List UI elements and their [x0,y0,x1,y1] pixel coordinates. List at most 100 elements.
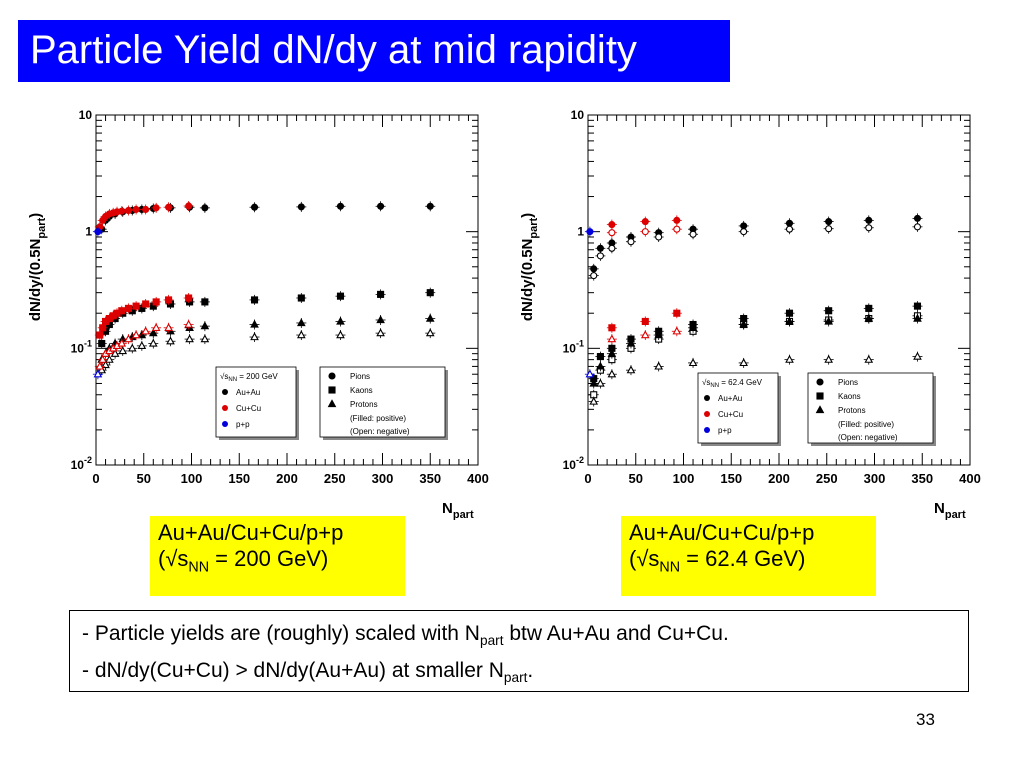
x-tick-label: 300 [864,471,886,486]
notes-box: - Particle yields are (roughly) scaled w… [69,610,969,692]
legend-label: Pions [350,372,370,381]
data-point [913,302,922,310]
data-point [673,309,681,317]
data-point [672,326,682,335]
data-point [166,336,175,345]
caption-200gev: Au+Au/Cu+Cu/p+p (√sNN = 200 GeV) [150,516,405,596]
data-point [98,354,108,363]
data-point [626,338,636,347]
data-point [142,300,150,308]
x-tick-label: 100 [673,471,695,486]
data-point [596,252,604,260]
data-point [913,313,922,322]
x-tick-label: 0 [92,471,99,486]
data-point [426,289,434,297]
caption-line1: Au+Au/Cu+Cu/p+p [158,520,344,545]
data-point [589,396,599,405]
data-point [151,323,161,331]
data-point [825,307,833,315]
data-point [132,205,140,214]
data-point [688,358,698,367]
legend-label: p+p [718,426,732,435]
data-point [824,354,833,363]
series-protons-pp-open [92,369,103,380]
data-point [250,319,259,328]
caption-line2: (√sNN = 200 GeV) [158,546,329,576]
x-tick-label: 200 [768,471,790,486]
data-point [200,334,210,343]
y-axis-label: dN/dy/(0.5Npart) [27,213,48,321]
legend-label: (Filled: positive) [350,414,406,423]
data-point [654,330,663,339]
chart-62gev: 0 50 100 150 200 250 300 350 400 10-2 10-1 1 10 Npart… [519,108,981,521]
legend-label: (Open: negative) [350,427,410,436]
data-point [596,244,604,252]
data-point [425,328,435,337]
legend-marker [222,421,228,427]
x-tick-label: 100 [181,471,203,486]
data-point [250,203,259,211]
data-point [865,216,873,224]
data-point [132,302,140,310]
data-point [627,238,635,246]
data-point [590,272,598,280]
data-point [336,316,345,325]
data-point [641,317,649,325]
data-point [740,228,748,236]
data-point [185,334,194,343]
series-pions-auau-open [588,221,923,281]
data-point [654,361,663,370]
data-point [141,326,150,335]
legend-marker [222,389,228,395]
data-point [137,341,147,350]
data-point [142,205,150,214]
data-point [124,304,133,312]
data-point [98,339,106,348]
x-tick-label: 250 [816,471,838,486]
data-point [864,313,874,322]
data-point [250,332,259,341]
legend-marker [704,411,710,417]
data-point [607,348,617,357]
data-point [640,330,650,339]
series-pions-cucu-filled [94,200,194,232]
series-kaons-cucu-filled [94,293,194,341]
legend-label: Kaons [350,386,373,395]
page-number: 33 [916,710,935,729]
data-point [913,214,922,222]
data-point [95,361,105,370]
data-point [118,307,126,315]
data-point [137,330,147,339]
legend-label: Protons [838,406,866,415]
legend-marker [328,386,336,394]
y-tick-label: 10-2 [71,455,92,472]
y-tick-label: 1 [85,225,92,239]
legend-marker [815,405,825,414]
data-point [148,338,158,347]
data-point [673,225,681,233]
legend-marker [704,395,710,401]
x-tick-label: 250 [324,471,346,486]
legend-label: Au+Au [718,394,742,403]
series-pions-pp-filled [92,226,103,237]
data-point [152,298,160,306]
data-point [641,218,649,226]
legend-label: Kaons [838,392,861,401]
data-point [785,354,794,363]
series-kaons-cucu-filled [606,308,682,333]
data-point [250,296,259,304]
series-protons-pp-open [584,369,595,380]
data-point [585,369,595,378]
data-point [185,294,193,302]
series-pions-cucu-open [606,224,682,238]
y-tick-label: 10-1 [563,338,584,355]
data-point [99,324,107,332]
data-point [164,323,173,331]
data-point [131,330,141,339]
data-point [118,207,126,215]
data-point [785,316,794,325]
x-tick-label: 350 [419,471,441,486]
series-pions-cucu-filled [606,215,682,230]
data-point [200,321,210,330]
x-tick-label: 300 [372,471,394,486]
